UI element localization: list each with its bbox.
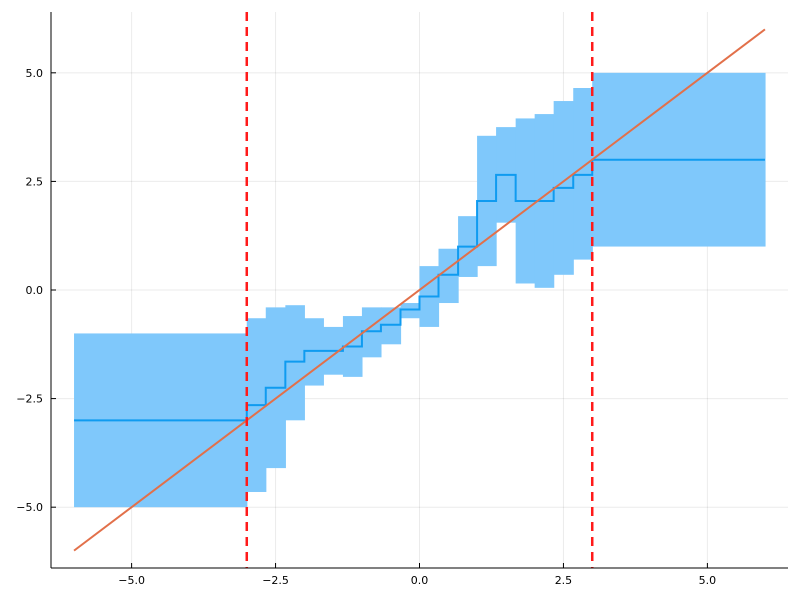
series-layer	[73, 12, 766, 568]
band-step-3	[285, 305, 305, 421]
band-step-11	[438, 248, 459, 304]
identity-line	[73, 28, 766, 552]
x-tick-label-0: −5.0	[118, 574, 145, 587]
y-tick-label-2: 0.0	[26, 284, 44, 297]
tick-labels: −5.0 −2.5 0.0 2.5 5.0 −5.0 −2.5 0.0 2.5 5.0	[16, 67, 716, 587]
y-tick-label-3: 2.5	[26, 175, 44, 188]
band-step-4	[304, 318, 324, 386]
step-series-line	[74, 158, 765, 422]
x-tick-label-4: 5.0	[699, 574, 717, 587]
x-tick-label-3: 2.5	[555, 574, 573, 587]
x-tick-label-2: 0.0	[411, 574, 429, 587]
x-tick-label-1: −2.5	[262, 574, 289, 587]
y-tick-label-4: 5.0	[26, 67, 44, 80]
band-step-9	[400, 303, 421, 319]
y-tick-label-0: −5.0	[16, 501, 43, 514]
y-tick-label-1: −2.5	[16, 393, 43, 406]
band-step-8	[380, 307, 402, 345]
axes	[50, 12, 788, 569]
band-step-7	[361, 307, 382, 358]
band-step-18	[573, 88, 593, 260]
